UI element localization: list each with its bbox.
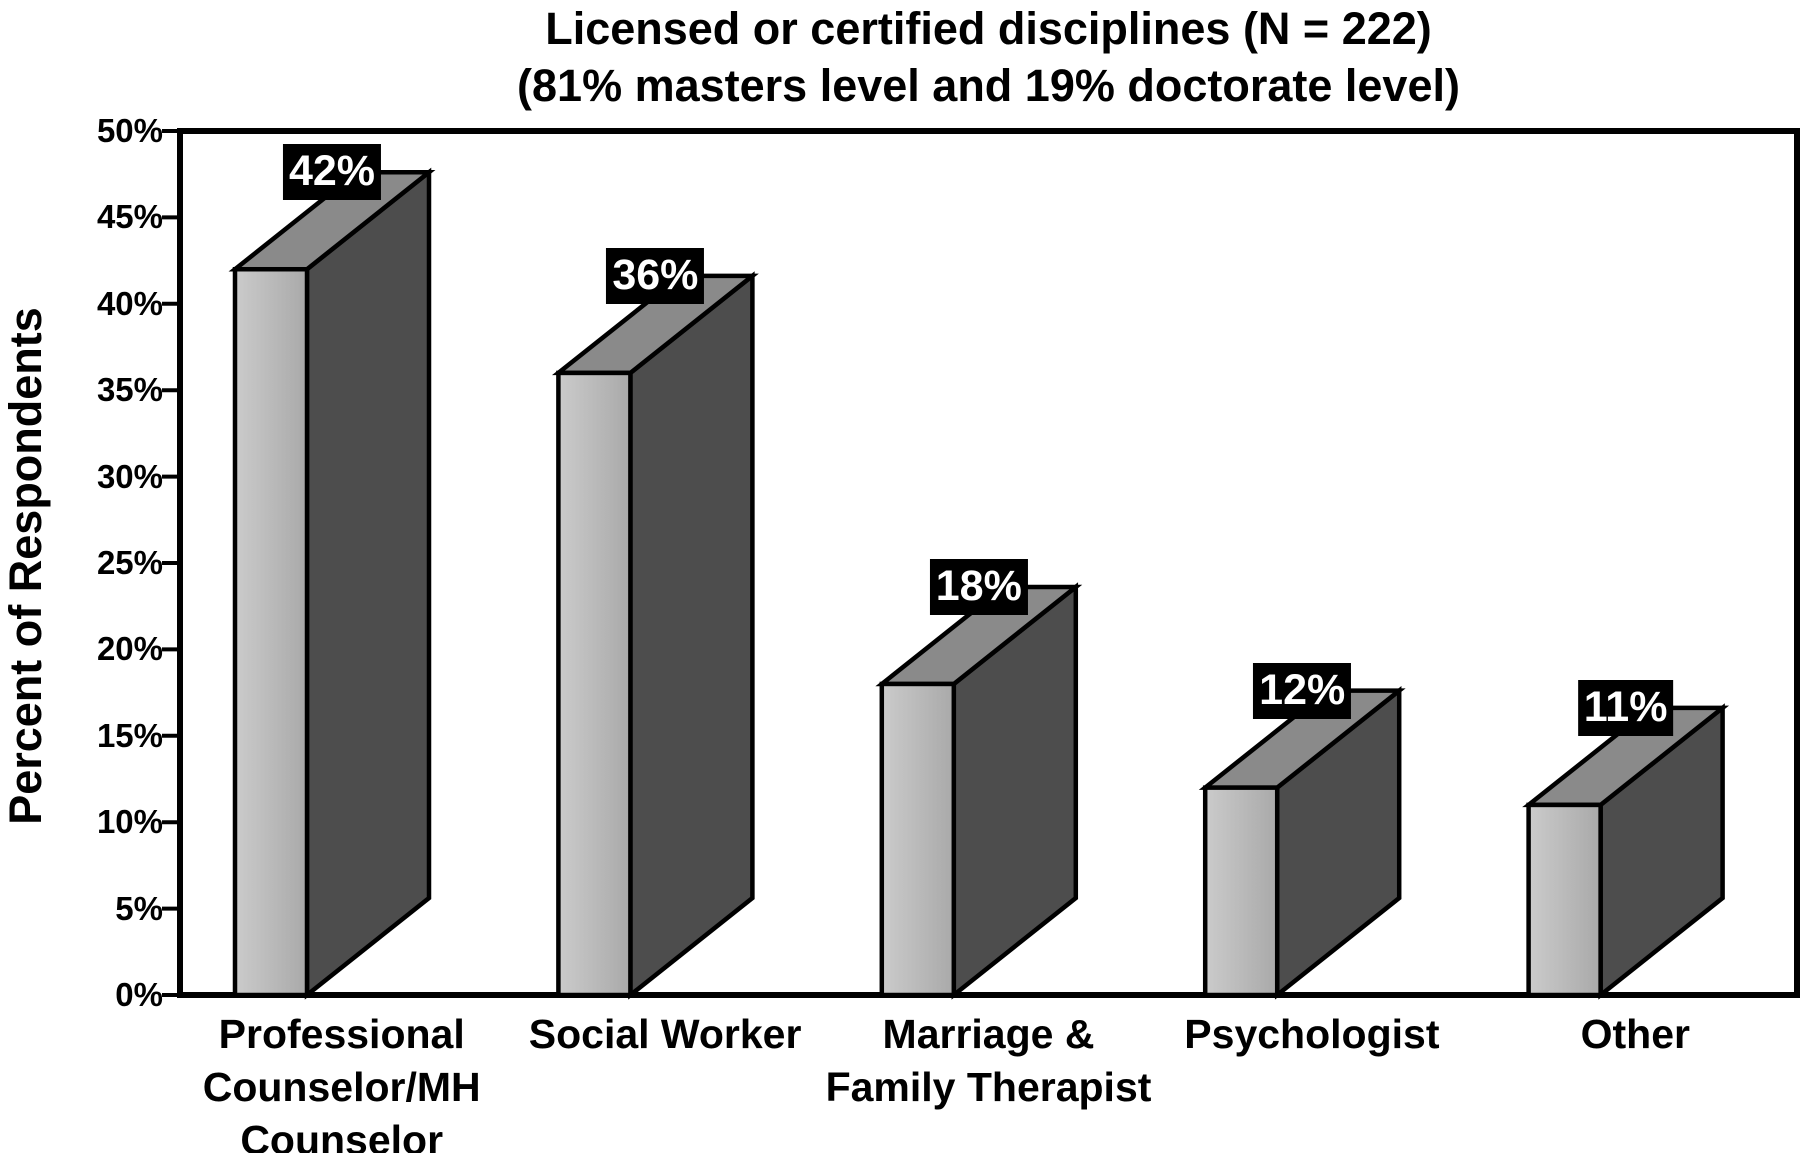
bar-side-face xyxy=(628,271,755,1000)
bar-front-face xyxy=(1202,785,1280,998)
bar-side-face xyxy=(304,167,432,1000)
value-label: 12% xyxy=(1253,662,1352,719)
x-category-label: Marriage & Family Therapist xyxy=(825,1011,1152,1110)
y-tick-label: 45% xyxy=(96,198,163,236)
y-tick-label: 35% xyxy=(96,371,163,409)
value-label: 18% xyxy=(929,558,1028,615)
y-tick-label: 15% xyxy=(96,716,163,754)
y-tick-label: 50% xyxy=(96,112,163,149)
x-category-label: Social Worker xyxy=(528,1011,802,1057)
chart-title: Licensed or certified disciplines (N = 2… xyxy=(180,0,1797,114)
y-tick-label: 25% xyxy=(96,544,163,581)
bar-front-face xyxy=(232,266,310,998)
bar-front-face xyxy=(1526,802,1603,998)
x-category-label: Psychologist xyxy=(1184,1011,1440,1057)
bar-front-face xyxy=(879,681,957,998)
chart-title-line1: Licensed or certified disciplines (N = 2… xyxy=(545,3,1432,54)
value-label: 42% xyxy=(282,144,382,201)
x-category-label: Other xyxy=(1580,1011,1690,1057)
y-tick-label: 20% xyxy=(96,630,163,668)
value-label: 11% xyxy=(1577,679,1674,736)
bar-front-face xyxy=(556,370,633,998)
x-category-label: Professional Counselor/MH Counselor xyxy=(202,1011,481,1153)
y-tick-label: 30% xyxy=(96,457,163,495)
y-tick-label: 40% xyxy=(96,284,163,322)
y-tick-label: 5% xyxy=(115,889,163,927)
y-tick-label: 10% xyxy=(96,803,163,841)
y-tick-label: 0% xyxy=(115,976,163,1013)
chart-title-line2: (81% masters level and 19% doctorate lev… xyxy=(517,60,1460,111)
value-label: 36% xyxy=(606,247,705,304)
